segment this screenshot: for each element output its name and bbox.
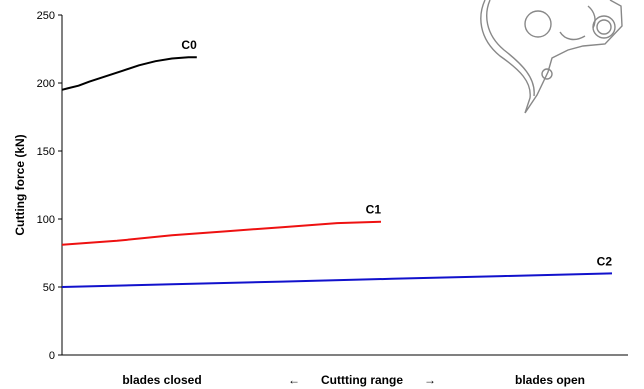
x-label-blades-closed: blades closed <box>122 373 201 387</box>
x-label-cutting-range: Cuttting range <box>321 373 403 387</box>
y-tick-label: 50 <box>43 282 55 294</box>
y-axis-title: Cutting force (kN) <box>13 134 27 235</box>
blade-cutter-icon <box>480 0 623 114</box>
series-label-c0: C0 <box>181 38 197 52</box>
y-tick-label: 200 <box>37 78 55 90</box>
left-arrow-icon: ← <box>288 373 300 387</box>
series-line-c1 <box>61 220 382 246</box>
x-label-blades-open: blades open <box>515 373 585 387</box>
y-tick-label: 100 <box>37 214 55 226</box>
series-label-c1: C1 <box>366 203 382 217</box>
y-tick-label: 0 <box>49 350 55 362</box>
series-line-c0 <box>61 56 197 91</box>
series-line-c2 <box>61 272 613 288</box>
right-arrow-icon: → <box>424 373 436 387</box>
series-label-c2: C2 <box>597 254 613 268</box>
y-tick-label: 150 <box>37 146 55 158</box>
y-tick-label: 250 <box>37 10 55 22</box>
